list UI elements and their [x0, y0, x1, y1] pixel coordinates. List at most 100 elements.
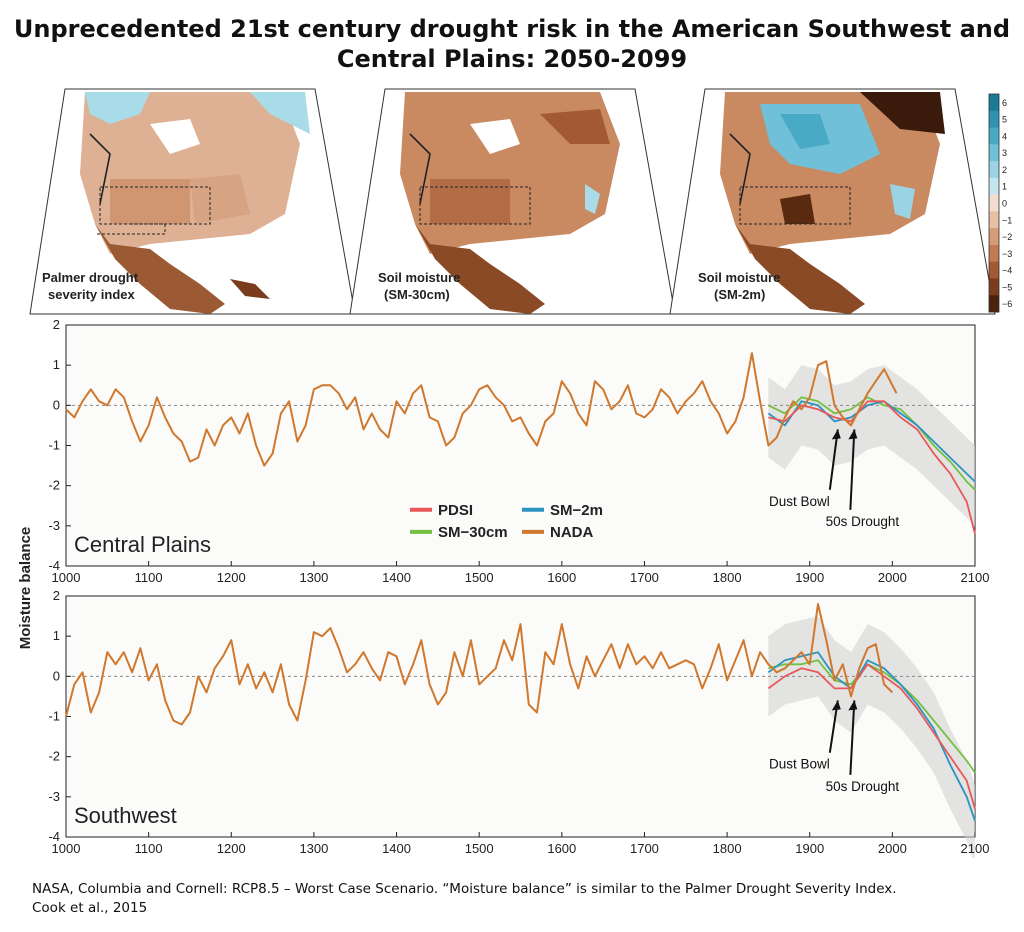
y-tick-label: 2: [53, 588, 60, 603]
colorbar-swatch: [989, 177, 999, 196]
region-label: Central Plains: [74, 532, 211, 557]
x-tick-label: 2100: [961, 841, 990, 856]
map-label-pdsi-1: Palmer drought: [42, 270, 139, 285]
colorbar-tick-label: −6: [1002, 299, 1012, 309]
map-label-sm2m-2: (SM-2m): [714, 287, 765, 302]
annotation-50s-drought: 50s Drought: [826, 779, 900, 794]
x-tick-label: 1200: [217, 570, 246, 585]
arrowhead: [848, 429, 858, 440]
arrowhead: [831, 429, 841, 440]
title-line-2: Central Plains: 2050-2099: [336, 45, 688, 73]
x-tick-label: 1600: [547, 570, 576, 585]
colorbar-tick-label: 4: [1002, 131, 1007, 141]
x-tick-label: 1800: [713, 841, 742, 856]
footer-line-2: Cook et al., 2015: [32, 900, 148, 916]
x-tick-label: 1000: [52, 570, 81, 585]
x-tick-label: 2000: [878, 841, 907, 856]
annotation-arrow-dust-bowl: [828, 429, 839, 490]
colorbar-tick-label: −4: [1002, 266, 1012, 276]
map-panels: Palmer drought severity index Soil moist…: [29, 88, 1012, 315]
colorbar-tick-label: −3: [1002, 249, 1012, 259]
colorbar-tick-label: −1: [1002, 215, 1012, 225]
colorbar-swatch: [989, 161, 999, 179]
colorbar-tick-label: 0: [1002, 199, 1007, 209]
legend-label: SM−2m: [550, 502, 603, 519]
x-tick-label: 2000: [878, 570, 907, 585]
colorbar-tick-label: −5: [1002, 282, 1012, 292]
timeseries-panels: Moisture balance 1000 1100 1200 1300 1400 150…: [17, 318, 989, 858]
y-tick-label: -1: [48, 709, 60, 724]
series-line-nada: [65, 352, 898, 467]
y-tick-label: -3: [48, 789, 60, 804]
x-tick-label: 1500: [465, 841, 494, 856]
map-pdsi: Palmer drought severity index: [29, 88, 356, 315]
series-line-sm2m: [767, 400, 976, 483]
x-tick-label: 1900: [795, 570, 824, 585]
uncertainty-band: [768, 616, 975, 858]
colorbar-swatch: [989, 144, 999, 162]
y-tick-label: -2: [48, 478, 60, 493]
colorbar-tick-label: 5: [1002, 115, 1007, 125]
colorbar-tick-label: −2: [1002, 232, 1012, 242]
y-tick-label: 2: [53, 318, 60, 332]
x-tick-label: 1100: [135, 841, 163, 856]
x-tick-label: 1900: [795, 841, 824, 856]
y-tick-label: -3: [48, 518, 60, 533]
series-line-pdsi: [767, 663, 976, 810]
colorbar-swatch: [989, 127, 999, 145]
x-tick-label: 1400: [382, 570, 411, 585]
x-tick-label: 2100: [961, 570, 990, 585]
colorbar-swatch: [989, 261, 999, 279]
region-label: Southwest: [74, 803, 177, 828]
annotation-arrow-50s-drought: [849, 700, 856, 775]
x-tick-label: 1700: [630, 841, 659, 856]
colorbar-tick-label: 3: [1002, 148, 1007, 158]
title-line-1: Unprecedented 21st century drought risk …: [13, 15, 1011, 43]
colorbar-tick-label: 1: [1002, 182, 1007, 192]
colorbar-swatch: [989, 110, 999, 129]
arrowhead: [831, 700, 841, 711]
map-sm30: Soil moisture (SM-30cm): [349, 88, 676, 315]
x-tick-label: 1700: [630, 570, 659, 585]
annotation-dust-bowl: Dust Bowl: [769, 494, 830, 509]
colorbar-tick-label: 2: [1002, 165, 1007, 175]
annotation-dust-bowl: Dust Bowl: [769, 757, 830, 772]
annotation-arrow-50s-drought: [849, 429, 856, 510]
y-tick-label: 1: [53, 628, 60, 643]
panel-southwest: 1000 1100 1200 1300 1400 1500 1600 1700 1800 1900…: [48, 588, 989, 858]
figure-title: Unprecedented 21st century drought risk …: [0, 14, 1024, 74]
colorbar-swatch: [989, 228, 999, 246]
y-tick-label: 1: [53, 357, 60, 372]
x-tick-label: 1200: [217, 841, 246, 856]
y-tick-label: -1: [48, 438, 60, 453]
arrowhead: [848, 700, 858, 711]
colorbar-tick-label: 6: [1002, 98, 1007, 108]
colorbar: 6 5 4 3 2 1 0 −1 −2 −3 −4 −5 −6: [988, 93, 1012, 313]
map-label-sm30-1: Soil moisture: [378, 270, 460, 285]
footer-line-1: NASA, Columbia and Cornell: RCP8.5 – Wor…: [32, 881, 897, 897]
y-tick-label: 0: [53, 668, 60, 683]
map-sm2m: Soil moisture (SM-2m): [669, 88, 996, 315]
series-line-sm30cm: [768, 659, 976, 774]
footer-credit: NASA, Columbia and Cornell: RCP8.5 – Wor…: [32, 880, 1012, 918]
legend-label: SM−30cm: [438, 524, 508, 541]
x-tick-label: 1100: [135, 570, 163, 585]
x-tick-label: 1600: [547, 841, 576, 856]
x-tick-label: 1500: [465, 570, 494, 585]
colorbar-swatch: [989, 94, 999, 112]
legend-label: PDSI: [438, 502, 473, 519]
y-tick-label: 0: [53, 397, 60, 412]
colorbar-swatch: [989, 278, 999, 296]
colorbar-frame: [988, 93, 1000, 313]
colorbar-swatch: [989, 211, 999, 229]
x-tick-label: 1300: [299, 570, 328, 585]
y-axis-label: Moisture balance: [17, 527, 34, 650]
x-tick-label: 1800: [713, 570, 742, 585]
x-tick-label: 1400: [382, 841, 411, 856]
colorbar-swatch: [989, 194, 999, 212]
legend-label: NADA: [550, 524, 593, 541]
map-label-sm30-2: (SM-30cm): [384, 287, 450, 302]
panel-central-plains: 1000 1100 1200 1300 1400 1500 1600 1700 1800 1900…: [48, 318, 989, 585]
colorbar-swatch: [989, 244, 999, 263]
series-line-nada: [65, 603, 894, 726]
